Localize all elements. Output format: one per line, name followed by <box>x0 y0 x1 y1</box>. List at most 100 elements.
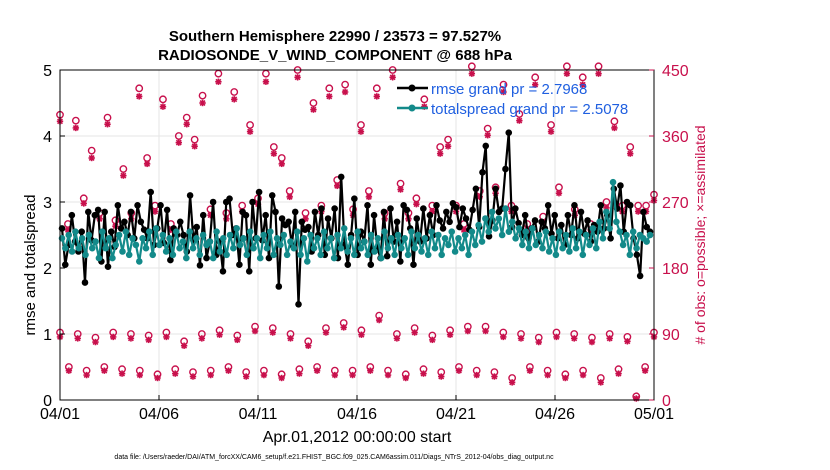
totalspread-point <box>391 251 398 259</box>
totalspread-point <box>435 231 442 239</box>
totalspread-point <box>82 251 89 259</box>
totalspread-point <box>539 244 546 252</box>
y-right-tick-label: 0 <box>662 393 671 410</box>
legend-spread-marker <box>408 104 416 112</box>
totalspread-point <box>448 228 456 235</box>
obs-assimilated-marker <box>411 329 418 336</box>
y-left-tick-label: 1 <box>43 327 52 344</box>
totalspread-point <box>606 225 613 232</box>
totalspread-point <box>549 235 556 242</box>
obs-possible-marker <box>71 116 80 125</box>
obs-possible-marker <box>119 165 128 173</box>
obs-assimilated-marker <box>389 74 396 81</box>
totalspread-point <box>78 235 86 242</box>
rmse-point <box>544 202 552 209</box>
totalspread-point <box>283 251 291 259</box>
rmse-point <box>640 208 647 216</box>
totalspread-point <box>270 251 277 259</box>
chart-legend: rmse grand pr = 2.7968 totalspread grand… <box>397 81 628 118</box>
totalspread-point <box>277 241 284 249</box>
totalspread-point <box>253 235 261 242</box>
totalspread-point <box>263 244 271 252</box>
totalspread-point <box>542 228 550 235</box>
rmse-point <box>436 217 444 224</box>
obs-assimilated-marker <box>429 336 436 344</box>
obs-assimilated-marker <box>191 143 198 150</box>
obs-assimilated-marker <box>438 373 445 380</box>
totalspread-point <box>364 251 372 259</box>
rmse-point <box>167 256 174 264</box>
obs-assimilated-marker <box>341 88 349 96</box>
totalspread-point <box>216 248 224 255</box>
obs-assimilated-marker <box>296 370 303 377</box>
obs-assimilated-marker <box>215 78 222 85</box>
y-axis-left-ticks: 0 1 2 3 4 5 <box>43 63 65 410</box>
totalspread-point <box>552 251 560 259</box>
totalspread-point <box>273 235 281 242</box>
totalspread-point <box>223 251 230 259</box>
totalspread-point <box>132 241 140 249</box>
totalspread-point <box>226 231 234 239</box>
obs-assimilated-marker <box>526 367 534 374</box>
totalspread-point <box>445 241 452 249</box>
totalspread-point <box>495 215 503 222</box>
obs-assimilated-marker <box>535 338 542 346</box>
rmse-point <box>117 225 125 232</box>
rmse-point <box>298 218 306 226</box>
obs-assimilated-marker <box>547 128 555 135</box>
totalspread-point <box>119 248 126 255</box>
obs-assimilated-marker <box>641 367 649 374</box>
obs-assimilated-marker <box>482 327 489 335</box>
obs-possible-marker <box>325 84 334 93</box>
rmse-point <box>531 217 539 224</box>
totalspread-point <box>629 228 637 235</box>
rmse-point <box>456 223 463 231</box>
x-tick-label: 04/21 <box>436 406 476 423</box>
totalspread-point <box>351 251 358 259</box>
y-right-tick-label: 180 <box>662 261 689 278</box>
totalspread-point <box>183 254 190 262</box>
totalspread-point <box>99 228 106 235</box>
rmse-point <box>272 208 279 216</box>
obs-possible-marker <box>483 124 492 133</box>
rmse-point <box>127 208 135 216</box>
rmse-point <box>551 211 559 219</box>
totalspread-point <box>347 235 355 242</box>
obs-assimilated-marker <box>484 132 491 139</box>
totalspread-point <box>418 248 425 255</box>
obs-assimilated-marker <box>189 373 197 380</box>
rmse-point <box>275 283 283 290</box>
rmse-point <box>492 185 499 193</box>
totalspread-point <box>478 238 486 245</box>
totalspread-point <box>72 228 79 235</box>
obs-assimilated-marker <box>310 106 317 113</box>
obs-assimilated-marker <box>358 331 365 338</box>
rmse-point <box>433 202 440 209</box>
rmse-point <box>219 268 227 275</box>
x-tick-label: 05/01 <box>634 406 674 423</box>
rmse-point <box>571 202 578 209</box>
totalspread-point <box>455 235 462 242</box>
obs-possible-marker <box>372 84 381 93</box>
totalspread-point <box>219 235 227 242</box>
obs-possible-marker <box>103 113 112 122</box>
totalspread-point <box>555 228 563 235</box>
rmse-point <box>134 202 141 209</box>
obs-assimilated-marker <box>562 374 569 382</box>
obs-assimilated-marker <box>544 371 551 379</box>
rmse-point <box>502 165 509 173</box>
rmse-point <box>521 211 529 219</box>
obs-assimilated-marker <box>305 342 312 349</box>
obs-assimilated-marker <box>517 335 525 342</box>
totalspread-point <box>310 244 318 252</box>
obs-assimilated-marker <box>627 150 634 157</box>
obs-assimilated-marker <box>246 128 254 135</box>
rmse-point <box>643 223 651 231</box>
obs-assimilated-marker <box>278 374 285 382</box>
x-tick-label: 04/06 <box>139 406 179 423</box>
obs-assimilated-marker <box>357 128 365 135</box>
totalspread-point <box>592 244 600 252</box>
obs-assimilated-marker <box>120 172 127 179</box>
